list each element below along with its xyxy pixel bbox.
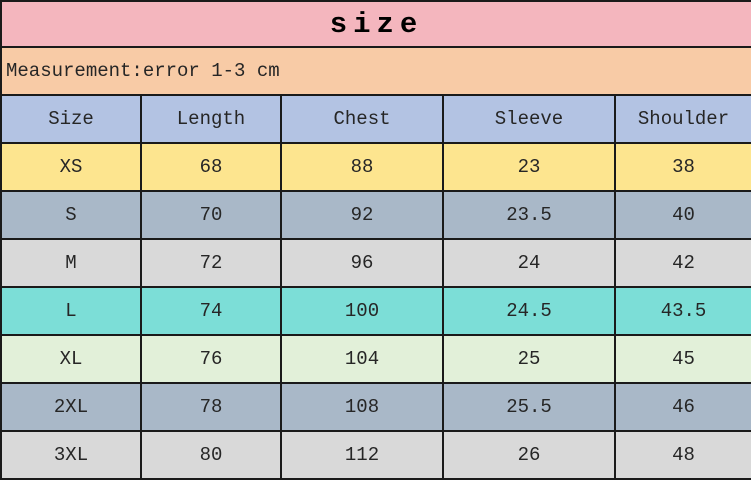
table-row-m: M 72 96 24 42: [0, 238, 751, 288]
sleeve-cell: 23: [442, 142, 616, 192]
shoulder-cell: 43.5: [614, 286, 751, 336]
sleeve-cell: 25: [442, 334, 616, 384]
sleeve-cell: 24: [442, 238, 616, 288]
length-cell: 74: [140, 286, 282, 336]
shoulder-cell: 45: [614, 334, 751, 384]
chest-cell: 104: [280, 334, 444, 384]
shoulder-cell: 40: [614, 190, 751, 240]
chart-title: size: [0, 0, 751, 48]
title-row: size: [0, 0, 751, 48]
length-cell: 72: [140, 238, 282, 288]
table-row-2xl: 2XL 78 108 25.5 46: [0, 382, 751, 432]
shoulder-cell: 46: [614, 382, 751, 432]
length-cell: 80: [140, 430, 282, 480]
shoulder-cell: 38: [614, 142, 751, 192]
chest-cell: 100: [280, 286, 444, 336]
chest-cell: 108: [280, 382, 444, 432]
length-cell: 78: [140, 382, 282, 432]
length-cell: 76: [140, 334, 282, 384]
column-header-sleeve: Sleeve: [442, 94, 616, 144]
shoulder-cell: 42: [614, 238, 751, 288]
table-row-xs: XS 68 88 23 38: [0, 142, 751, 192]
chest-cell: 96: [280, 238, 444, 288]
sleeve-cell: 24.5: [442, 286, 616, 336]
table-row-l: L 74 100 24.5 43.5: [0, 286, 751, 336]
table-row-s: S 70 92 23.5 40: [0, 190, 751, 240]
size-cell: 3XL: [0, 430, 142, 480]
chest-cell: 112: [280, 430, 444, 480]
chest-cell: 92: [280, 190, 444, 240]
size-cell: M: [0, 238, 142, 288]
measurement-note: Measurement:error 1-3 cm: [0, 46, 751, 96]
table-row-3xl: 3XL 80 112 26 48: [0, 430, 751, 480]
column-header-size: Size: [0, 94, 142, 144]
column-header-chest: Chest: [280, 94, 444, 144]
table-row-xl: XL 76 104 25 45: [0, 334, 751, 384]
size-cell: XL: [0, 334, 142, 384]
size-cell: S: [0, 190, 142, 240]
sleeve-cell: 25.5: [442, 382, 616, 432]
length-cell: 68: [140, 142, 282, 192]
sleeve-cell: 23.5: [442, 190, 616, 240]
chest-cell: 88: [280, 142, 444, 192]
sleeve-cell: 26: [442, 430, 616, 480]
size-cell: L: [0, 286, 142, 336]
column-header-length: Length: [140, 94, 282, 144]
shoulder-cell: 48: [614, 430, 751, 480]
size-cell: XS: [0, 142, 142, 192]
size-cell: 2XL: [0, 382, 142, 432]
header-row: Size Length Chest Sleeve Shoulder: [0, 94, 751, 144]
length-cell: 70: [140, 190, 282, 240]
measurement-note-row: Measurement:error 1-3 cm: [0, 46, 751, 96]
column-header-shoulder: Shoulder: [614, 94, 751, 144]
